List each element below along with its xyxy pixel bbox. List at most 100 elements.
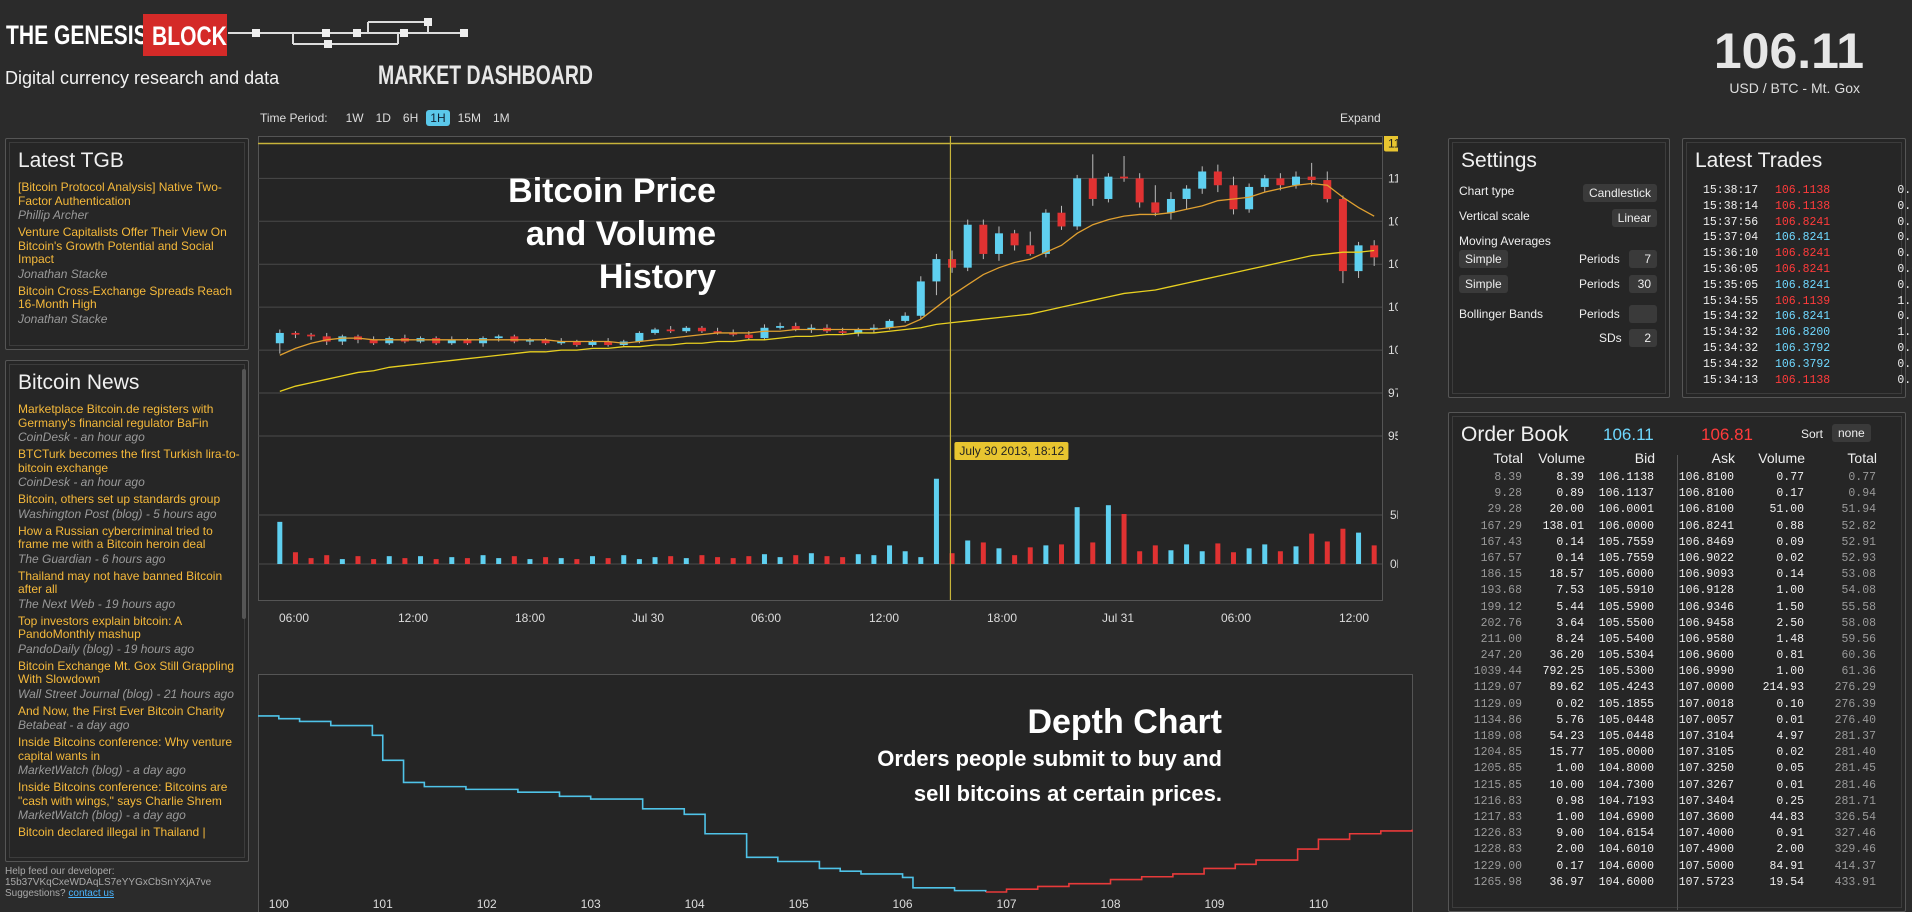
news-headline-link[interactable]: Bitcoin, others set up standards group [18, 492, 221, 506]
candle[interactable] [979, 224, 988, 254]
news-headline-link[interactable]: Inside Bitcoins conference: Why venture … [18, 735, 233, 763]
candle[interactable] [776, 326, 785, 328]
candle[interactable] [729, 332, 738, 335]
price-volume-chart[interactable]: 112.03 110.00 107.50 105.00 102.50 100.00 97.5… [258, 136, 1398, 626]
expand-button[interactable]: Expand [1340, 111, 1381, 125]
candle[interactable] [1073, 178, 1082, 227]
news-item[interactable]: How a Russian cybercriminal tried to fra… [18, 523, 240, 566]
order-book-col-1[interactable]: Volume [1538, 450, 1585, 466]
candle[interactable] [1292, 176, 1301, 186]
news-item[interactable]: Inside Bitcoins conference: Why venture … [18, 735, 240, 777]
news-item[interactable]: Marketplace Bitcoin.de registers with Ge… [18, 402, 240, 444]
candle[interactable] [572, 341, 581, 345]
candle[interactable] [1182, 188, 1191, 199]
candle[interactable] [1057, 212, 1066, 227]
order-book-col-4[interactable]: Volume [1758, 450, 1805, 466]
time-period-1m[interactable]: 1M [492, 111, 510, 125]
candle[interactable] [1354, 245, 1363, 272]
candle[interactable] [588, 341, 597, 345]
candle[interactable] [948, 259, 957, 268]
candle[interactable] [666, 329, 675, 332]
ma2-type-select[interactable]: Simple [1459, 275, 1508, 293]
candle[interactable] [525, 339, 534, 342]
order-book-col-0[interactable]: Total [1493, 450, 1523, 466]
candle[interactable] [1120, 176, 1129, 179]
news-item[interactable]: Bitcoin, others set up standards group Wa… [18, 492, 240, 520]
candle[interactable] [963, 224, 972, 268]
order-book-col-3[interactable]: Ask [1711, 450, 1735, 466]
candle[interactable] [1370, 245, 1379, 258]
candle[interactable] [807, 327, 816, 330]
candle[interactable] [854, 329, 863, 333]
candle[interactable] [682, 327, 691, 332]
candle[interactable] [463, 339, 472, 344]
candle[interactable] [275, 332, 284, 344]
candle[interactable] [1166, 198, 1175, 213]
candle[interactable] [338, 336, 347, 342]
candle[interactable] [291, 332, 300, 335]
candle[interactable] [901, 315, 910, 321]
candle[interactable] [385, 338, 394, 344]
time-period-15m[interactable]: 15M [457, 111, 481, 125]
candle[interactable] [635, 332, 644, 342]
news-headline-link[interactable]: Inside Bitcoins conference: Bitcoins are… [18, 780, 228, 808]
time-period-6h[interactable]: 6H [402, 111, 419, 125]
news-headline-link[interactable]: Top investors explain bitcoin: A PandoMo… [18, 613, 182, 641]
contact-us-link[interactable]: contact us [68, 888, 114, 899]
candle[interactable] [838, 331, 847, 333]
time-period-1h[interactable]: 1H [426, 110, 450, 126]
candle[interactable] [1276, 178, 1285, 186]
depth-chart[interactable]: 15k10k5k0k100101102103104105106107108109… [258, 668, 1418, 912]
candle[interactable] [307, 334, 316, 337]
candle[interactable] [541, 339, 550, 344]
news-headline-link[interactable]: And Now, the First Ever Bitcoin Charity [18, 703, 225, 718]
candle[interactable] [604, 341, 613, 345]
ma1-periods-input[interactable]: 7 [1629, 250, 1657, 268]
news-headline-link[interactable]: Bitcoin Exchange Mt. Gox Still Grappling… [18, 658, 235, 686]
vertical-scale-select[interactable]: Linear [1611, 209, 1657, 227]
news-headline-link[interactable]: Venture Capitalists Offer Their View On … [18, 225, 227, 266]
news-item[interactable]: Top investors explain bitcoin: A PandoMo… [18, 613, 240, 656]
candle[interactable] [1104, 176, 1113, 199]
candle[interactable] [1135, 178, 1144, 203]
candle[interactable] [651, 329, 660, 333]
candle[interactable] [494, 336, 503, 339]
time-period-1w[interactable]: 1W [345, 111, 364, 125]
candle[interactable] [744, 334, 753, 339]
candle[interactable] [697, 327, 706, 332]
candle[interactable] [557, 341, 566, 344]
candle[interactable] [1260, 178, 1269, 187]
bb-sds-input[interactable]: 2 [1629, 329, 1657, 347]
news-scrollbar[interactable] [242, 369, 246, 619]
news-headline-link[interactable]: BTCTurk becomes the first Turkish lira-t… [18, 447, 240, 475]
candle[interactable] [432, 338, 441, 344]
site-logo[interactable]: THE GENESIS BLOCK [6, 14, 468, 56]
news-item[interactable]: Bitcoin declared illegal in Thailand | [18, 825, 240, 840]
news-headline-link[interactable]: Bitcoin declared illegal in Thailand | [18, 825, 206, 839]
order-book-col-2[interactable]: Bid [1634, 450, 1655, 466]
news-item[interactable]: Thailand may not have banned Bitcoin aft… [18, 569, 240, 611]
bb-periods-input[interactable] [1629, 305, 1657, 323]
news-item[interactable]: [Bitcoin Protocol Analysis] Native Two-F… [18, 180, 240, 222]
news-item[interactable]: Inside Bitcoins conference: Bitcoins are… [18, 780, 240, 822]
candle[interactable] [1088, 178, 1097, 199]
candle[interactable] [760, 327, 769, 339]
news-item[interactable]: And Now, the First Ever Bitcoin Charity B… [18, 703, 240, 732]
candle[interactable] [1041, 212, 1050, 254]
ma2-periods-input[interactable]: 30 [1629, 275, 1657, 293]
candle[interactable] [322, 336, 331, 342]
sort-select[interactable]: none [1832, 424, 1871, 442]
candle[interactable] [1307, 176, 1316, 181]
candle[interactable] [1213, 171, 1222, 186]
time-period-1d[interactable]: 1D [375, 111, 391, 125]
candle[interactable] [510, 336, 519, 342]
news-headline-link[interactable]: How a Russian cybercriminal tried to fra… [18, 523, 213, 551]
candle[interactable] [1338, 198, 1347, 272]
candle[interactable] [791, 326, 800, 330]
news-item[interactable]: Venture Capitalists Offer Their View On … [18, 225, 240, 280]
news-headline-link[interactable]: Marketplace Bitcoin.de registers with Ge… [18, 402, 214, 430]
news-headline-link[interactable]: Bitcoin Cross-Exchange Spreads Reach 16-… [18, 283, 233, 311]
candle[interactable] [479, 338, 488, 344]
candle[interactable] [1010, 233, 1019, 246]
candle[interactable] [869, 327, 878, 330]
